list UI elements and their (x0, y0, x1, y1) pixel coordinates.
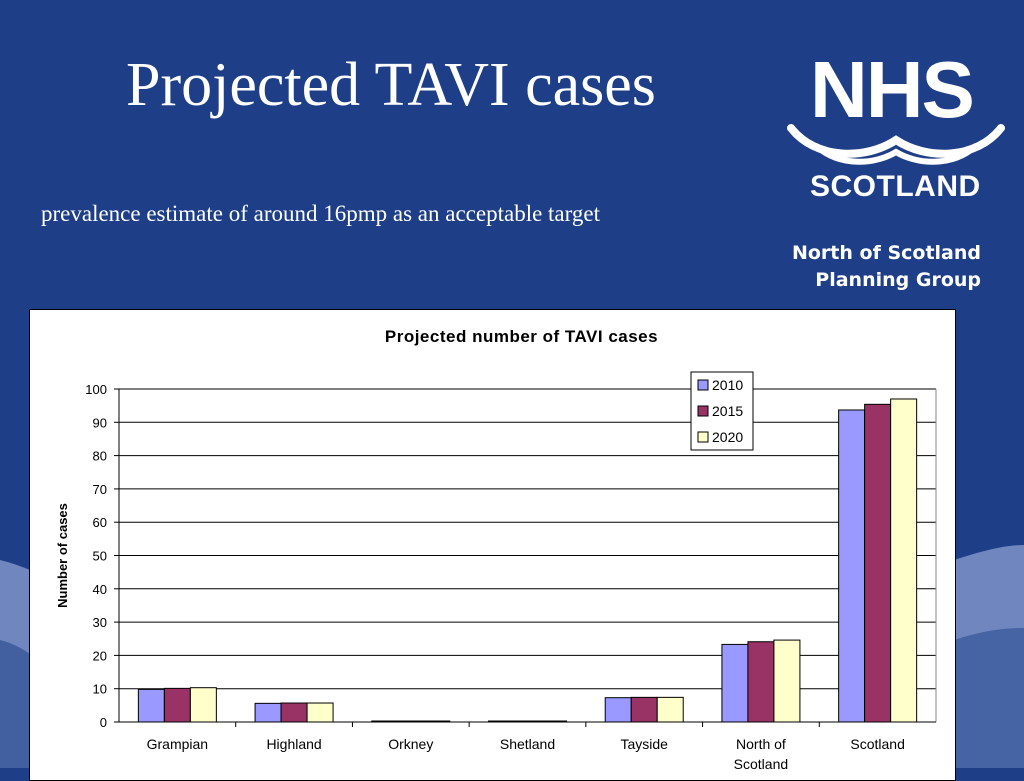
org-name: North of Scotland Planning Group (792, 240, 981, 294)
y-tick-label: 70 (93, 482, 107, 497)
logo-nhs-text: NHS (810, 45, 975, 134)
bar-2020 (656, 696, 684, 723)
nhs-scotland-logo: NHS SCOTLAND (786, 50, 1006, 216)
org-name-line1: North of Scotland (791, 242, 981, 264)
bar-2010 (604, 697, 632, 723)
bar-2020 (189, 687, 217, 723)
y-axis-label: Number of cases (55, 503, 70, 608)
legend-label-2010: 2010 (712, 377, 743, 393)
slide-title: Projected TAVI cases (126, 51, 656, 119)
bar-2010 (721, 643, 749, 723)
x-tick-label: North of Scotland (734, 736, 788, 772)
x-tick-label: Scotland (850, 736, 904, 752)
y-tick-label: 50 (93, 549, 107, 564)
x-tick-label: Tayside (620, 736, 668, 752)
bar-2015 (630, 696, 658, 723)
bar-2020 (890, 398, 918, 723)
bar-chart: Projected number of TAVI cases 0 10 20 30 40 5… (55, 327, 937, 772)
y-tick-label: 80 (93, 449, 107, 464)
y-tick-label: 100 (85, 382, 107, 397)
logo-waves-icon (787, 124, 1005, 165)
legend-label-2015: 2015 (712, 403, 743, 419)
bar-2020 (306, 702, 334, 723)
x-tick-label: Highland (266, 736, 321, 752)
legend-swatch-2020 (697, 431, 709, 443)
bar-2015 (280, 702, 308, 723)
x-tick-label: Shetland (500, 736, 555, 752)
y-tick-label: 30 (93, 615, 107, 630)
bar-2015 (864, 403, 892, 723)
legend-swatch-2010 (697, 379, 709, 391)
y-tick-label: 40 (93, 582, 107, 597)
bar-2020 (773, 639, 801, 723)
x-tick-label: Orkney (388, 736, 433, 752)
y-tick-label: 10 (93, 682, 107, 697)
slide-subtitle: prevalence estimate of around 16pmp as a… (41, 201, 600, 226)
org-name-line2: Planning Group (815, 269, 981, 291)
y-tick-label: 60 (93, 515, 107, 530)
legend-swatch-2015 (697, 405, 709, 417)
bar-2015 (747, 641, 775, 723)
x-tick-label: Grampian (147, 736, 208, 752)
chart-panel: Projected number of TAVI cases 0 10 20 30 40 5… (29, 309, 956, 781)
bar-2010 (838, 409, 866, 723)
y-tick-label: 20 (93, 648, 107, 663)
bar-2015 (163, 687, 191, 723)
legend-label-2020: 2020 (712, 429, 743, 445)
y-tick-label: 0 (100, 715, 107, 730)
y-tick-label: 90 (93, 415, 107, 430)
bar-2010 (137, 688, 165, 723)
bar-2010 (254, 702, 282, 723)
chart-title: Projected number of TAVI cases (385, 327, 658, 346)
logo-scotland-text: SCOTLAND (810, 170, 981, 203)
